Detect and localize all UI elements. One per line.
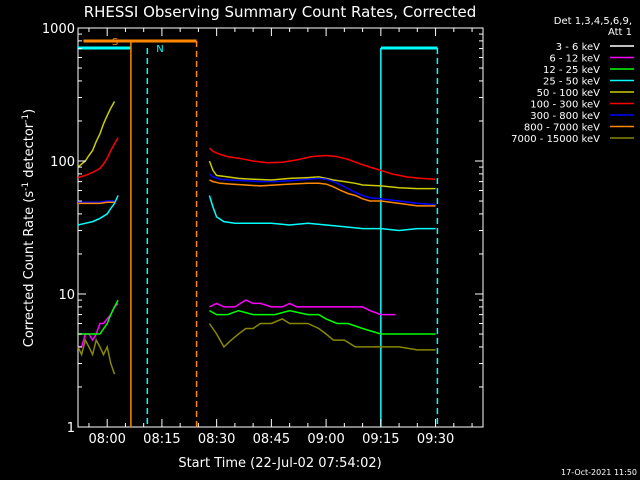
annotation-layer: SN: [78, 37, 439, 427]
night-label: N: [156, 44, 163, 55]
legend-label: 300 - 800 keV: [530, 111, 600, 122]
series-line-5: [208, 160, 436, 190]
series-line-3: [209, 309, 436, 335]
y-axis-label-part2: detector: [22, 122, 37, 182]
x-tick-label: 08:00: [88, 432, 125, 447]
x-tick-label: 08:15: [143, 432, 180, 447]
y-axis-label: Corrected Count Rate (s-1 detector-1): [21, 109, 37, 347]
x-tick-label: 09:00: [307, 432, 344, 447]
y-axis-label-part3: ): [22, 109, 37, 114]
saa-label: S: [112, 37, 118, 48]
legend-label: 50 - 100 keV: [537, 88, 601, 99]
legend-label: 800 - 7000 keV: [524, 123, 600, 134]
series-line-6: [208, 147, 436, 180]
x-tick-label: 09:30: [417, 432, 454, 447]
chart-title: RHESSI Observing Summary Count Rates, Co…: [84, 3, 477, 21]
series-line-8: [78, 201, 115, 205]
y-tick-label: 1000: [42, 22, 75, 37]
series-line-2: [209, 299, 396, 316]
y-axis-label-sup2: -1: [21, 114, 31, 123]
x-tick-label: 08:30: [198, 432, 235, 447]
series-line-7: [208, 173, 436, 206]
series-line-7: [78, 200, 115, 203]
series-line-2: [78, 302, 119, 348]
series-line-3: [78, 299, 119, 335]
legend-label: 12 - 25 keV: [543, 65, 600, 76]
legend-label: 3 - 6 keV: [556, 42, 600, 53]
series-line-4: [77, 195, 119, 226]
legend-label: 100 - 300 keV: [530, 100, 600, 111]
y-tick-label: 1: [67, 421, 75, 436]
legend-label: 7000 - 15000 keV: [511, 134, 600, 145]
y-tick-label: 100: [50, 155, 75, 170]
legend-header-line: Att 1: [608, 27, 632, 38]
legend-header-line: Det 1,3,4,5,6,9,: [554, 16, 632, 27]
y-tick-label: 10: [58, 288, 75, 303]
legend-label: 25 - 50 keV: [543, 77, 600, 88]
x-tick-label: 09:15: [362, 432, 399, 447]
x-axis-ticks: 08:00 08:15 08:30 08:45 09:00 09:15 09:30: [88, 28, 473, 447]
y-axis-label-part1: Corrected Count Rate (s: [22, 191, 37, 348]
date-stamp: 17-Oct-2021 11:50: [561, 468, 637, 477]
series-layer: [77, 101, 436, 375]
y-axis-ticks: 1 10 100 1000: [42, 22, 483, 436]
series-line-5: [77, 101, 116, 168]
series-line-9: [208, 318, 436, 351]
series-line-8: [209, 179, 436, 207]
legend-label: 6 - 12 keV: [549, 54, 600, 65]
series-line-6: [77, 137, 119, 179]
x-tick-label: 08:45: [253, 432, 290, 447]
series-line-9: [77, 338, 116, 375]
x-axis-label: Start Time (22-Jul-02 07:54:02): [178, 456, 381, 471]
series-line-4: [208, 195, 436, 232]
plot-frame: [77, 27, 484, 428]
y-axis-label-sup1: -1: [21, 182, 31, 191]
